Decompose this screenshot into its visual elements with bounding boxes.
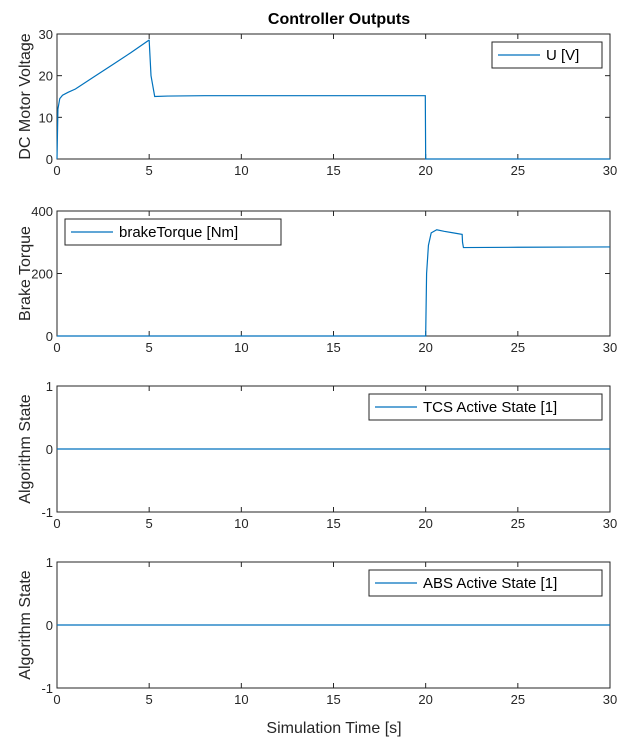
x-tick-label: 15 [326, 692, 340, 707]
series-line [57, 229, 611, 337]
x-tick-label: 30 [603, 516, 617, 531]
x-tick-label: 25 [511, 516, 525, 531]
x-tick-label: 30 [603, 692, 617, 707]
x-tick-label: 15 [326, 163, 340, 178]
x-tick-label: 30 [603, 340, 617, 355]
x-tick-label: 0 [53, 163, 60, 178]
y-tick-label: 30 [39, 27, 53, 42]
y-axis-label: Brake Torque [17, 226, 34, 321]
y-tick-label: -1 [41, 505, 53, 520]
y-tick-label: 0 [46, 152, 53, 167]
x-tick-label: 5 [146, 340, 153, 355]
x-tick-label: 10 [234, 516, 248, 531]
y-tick-label: 400 [31, 204, 53, 219]
x-tick-label: 20 [418, 516, 432, 531]
x-tick-label: 10 [234, 163, 248, 178]
y-axis-label: Algorithm State [17, 570, 34, 679]
x-tick-label: 10 [234, 340, 248, 355]
legend-entry: ABS Active State [1] [423, 575, 557, 592]
legend-entry: TCS Active State [1] [423, 399, 557, 416]
x-tick-label: 25 [511, 163, 525, 178]
y-tick-label: 10 [39, 110, 53, 125]
x-tick-label: 30 [603, 163, 617, 178]
subplot-2: 0 5 10 15 20 25 30 0 200 400 Brake Torque brakeTorq… [17, 204, 617, 355]
x-tick-label: 10 [234, 692, 248, 707]
legend: brakeTorque [Nm] [64, 218, 282, 246]
x-tick-label: 15 [326, 516, 340, 531]
x-tick-label: 25 [511, 340, 525, 355]
legend: U [V] [491, 41, 603, 69]
y-tick-label: 200 [31, 267, 53, 282]
series-line [56, 39, 610, 160]
x-tick-label: 5 [146, 516, 153, 531]
legend: ABS Active State [1] [368, 569, 603, 597]
x-tick-label: 20 [418, 692, 432, 707]
x-tick-label: 5 [146, 692, 153, 707]
x-tick-label: 25 [511, 692, 525, 707]
x-tick-label: 20 [418, 340, 432, 355]
legend-box [491, 41, 603, 69]
x-tick-label: 15 [326, 340, 340, 355]
x-tick-label: 5 [146, 163, 153, 178]
y-axis-label: Algorithm State [17, 394, 34, 503]
y-tick-label: 0 [46, 329, 53, 344]
figure-title: Controller Outputs [268, 11, 410, 28]
x-tick-label: 20 [418, 163, 432, 178]
y-tick-label: 1 [46, 555, 53, 570]
x-tick-label: 0 [53, 516, 60, 531]
legend: TCS Active State [1] [368, 393, 603, 421]
legend-entry: U [V] [546, 47, 579, 64]
y-axis-label: DC Motor Voltage [17, 33, 34, 159]
legend-entry: brakeTorque [Nm] [119, 224, 238, 241]
y-tick-label: 1 [46, 379, 53, 394]
y-tick-label: 0 [46, 442, 53, 457]
subplot-1: 0 5 10 15 20 25 30 0 10 20 30 DC Motor Voltage U [V] [17, 27, 617, 178]
y-tick-label: -1 [41, 681, 53, 696]
x-tick-label: 0 [53, 340, 60, 355]
y-tick-label: 20 [39, 69, 53, 84]
x-axis-label: Simulation Time [s] [266, 720, 401, 737]
x-tick-label: 0 [53, 692, 60, 707]
y-tick-label: 0 [46, 618, 53, 633]
